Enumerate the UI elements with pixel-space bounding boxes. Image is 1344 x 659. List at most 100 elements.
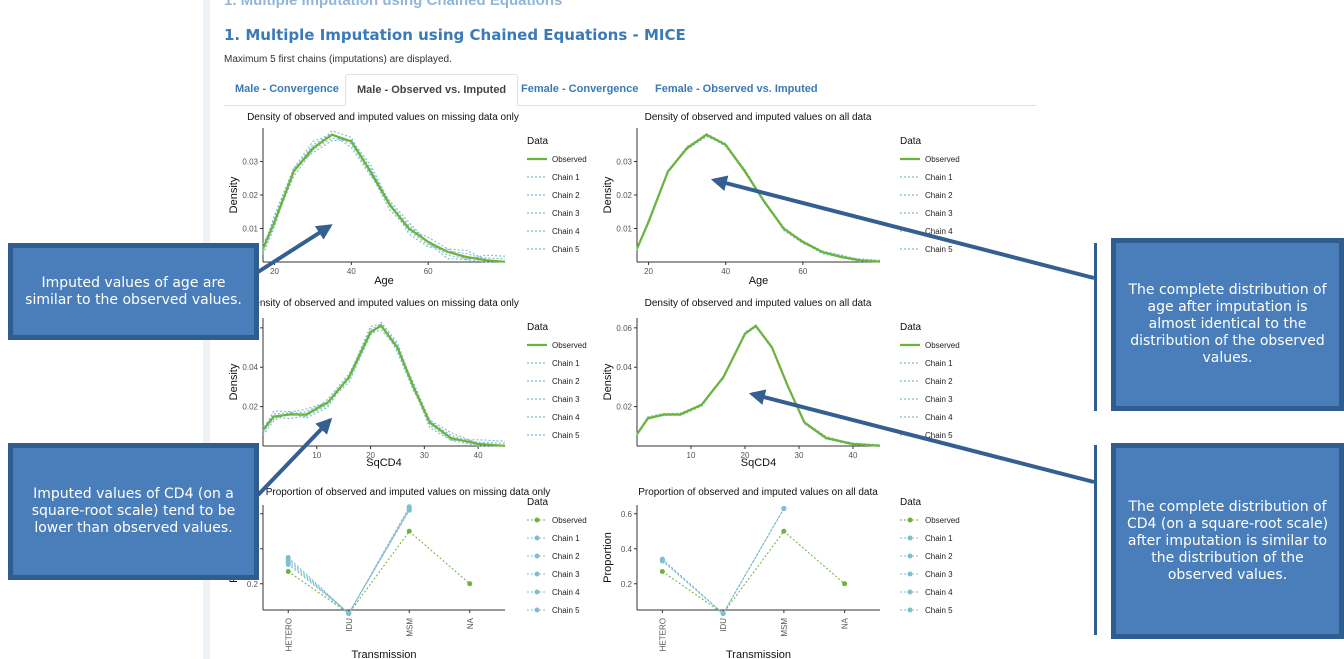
chart-4-title: Density of observed and imputed values o… — [645, 298, 872, 309]
chart-4-legend-label-0: Observed — [925, 341, 960, 350]
chart-3-legend-label-2: Chain 2 — [552, 377, 580, 386]
chart-5-xtick-label-1: IDU — [345, 618, 354, 632]
chart-6-series-0-point-2 — [781, 528, 787, 534]
chart-3-chain-4-line — [262, 323, 506, 447]
chart-5-legend-label-2: Chain 2 — [552, 552, 580, 561]
callout-arrow-1 — [256, 224, 333, 274]
chart-6-series-4-line — [662, 508, 785, 615]
chart-6-ytick-label-2: 0.6 — [621, 510, 633, 519]
chart-4-xtick-label-3: 40 — [849, 451, 858, 460]
chart-3-ylabel: Density — [228, 363, 240, 400]
chart-1-chain-2-line — [262, 133, 506, 261]
chart-6-series-0-point-3 — [842, 581, 848, 587]
chart-1-ylabel: Density — [228, 176, 240, 213]
callout-age-imputed-text: Imputed values of age are similar to the… — [25, 274, 242, 308]
chart-6-xlabel: Transmission — [726, 649, 791, 659]
chart-6-legend-label-3: Chain 3 — [925, 570, 953, 579]
chart-5-ytick-label-0: 0.2 — [247, 580, 259, 589]
chart-5-title: Proportion of observed and imputed value… — [266, 487, 551, 498]
chart-4-observed-line — [636, 324, 881, 447]
chart-4-legend-title: Data — [900, 322, 922, 333]
chart-6-legend-dot-0 — [907, 517, 913, 523]
chart-5-legend-label-4: Chain 4 — [552, 588, 580, 597]
chart-4-ytick-label-0: 0.02 — [616, 403, 632, 412]
chart-1-legend-label-4: Chain 4 — [552, 227, 580, 236]
tab-male-observed-vs-imputed[interactable]: Male - Observed vs. Imputed — [345, 74, 519, 106]
chart-2-ytick-label-0: 0.01 — [616, 225, 632, 234]
chart-1-chain-1-line — [262, 139, 506, 263]
chart-3-legend-label-4: Chain 4 — [552, 413, 580, 422]
chart-3-ytick-label-1: 0.04 — [242, 363, 258, 372]
callout-arrow-2 — [256, 417, 333, 497]
chart-6-xtick-label-2: MSM — [780, 618, 789, 637]
cut-header: 1. Multiple Imputation using Chained Equ… — [224, 0, 563, 9]
chart-6-series-3-line — [662, 508, 785, 615]
tab-male-convergence[interactable]: Male - Convergence — [235, 83, 339, 95]
chart-2-chain-4-line — [636, 135, 881, 263]
chart-3-legend-label-3: Chain 3 — [552, 395, 580, 404]
chart-3-ytick-label-0: 0.02 — [242, 403, 258, 412]
chart-5-legend-label-0: Observed — [552, 516, 587, 525]
chart-6-series-0-line — [662, 530, 845, 615]
chart-5-series-3-line — [287, 506, 410, 615]
chart-6-series-2-line — [662, 508, 785, 615]
chart-4-legend-label-2: Chain 2 — [925, 377, 953, 386]
chart-6-series-0-point-0 — [659, 569, 665, 574]
chart-4-chain-4-line — [636, 324, 881, 447]
chart-2-legend-label-4: Chain 4 — [925, 227, 953, 236]
callout-age-complete-text: The complete distribution of age after i… — [1128, 282, 1327, 366]
chart-5-series-5-point-1 — [346, 611, 352, 616]
tab-female-observed-vs-imputed[interactable]: Female - Observed vs. Imputed — [655, 83, 818, 95]
chart-6-xtick-label-0: HETERO — [658, 618, 667, 651]
chart-6-legend-dot-2 — [907, 553, 913, 559]
chart-5-series-4-line — [287, 510, 410, 615]
chart-2-legend-label-2: Chain 2 — [925, 191, 953, 200]
chart-6-legend-dot-5 — [907, 607, 913, 613]
chart-6-series-5-point-1 — [720, 611, 726, 616]
chart-2-legend-label-0: Observed — [925, 155, 960, 164]
chart-6-legend-dot-4 — [907, 589, 913, 595]
callout-cd4-imputed-text: Imputed values of CD4 (on a square-root … — [31, 486, 236, 536]
chart-3-legend-title: Data — [527, 322, 549, 333]
chart-6-ytick-label-1: 0.4 — [621, 545, 633, 554]
chart-6-legend-dot-1 — [907, 535, 913, 541]
chart-5-legend-title: Data — [527, 497, 549, 508]
chart-4-ytick-label-1: 0.04 — [616, 363, 632, 372]
chart-4-chain-5-line — [636, 324, 881, 446]
chart-5-legend-dot-1 — [534, 535, 540, 541]
chart-6-legend-dot-3 — [907, 571, 913, 577]
chart-3-xlabel: SqCD4 — [366, 457, 401, 469]
chart-2-ytick-label-2: 0.03 — [616, 158, 632, 167]
chart-4-ylabel: Density — [602, 363, 614, 400]
chart-6-legend-label-5: Chain 5 — [925, 606, 953, 615]
chart-1-legend-label-3: Chain 3 — [552, 209, 580, 218]
chart-3-chain-2-line — [262, 321, 506, 442]
chart-4-legend-label-5: Chain 5 — [925, 431, 953, 440]
chart-2-ytick-label-1: 0.02 — [616, 191, 632, 200]
subtitle: Maximum 5 first chains (imputations) are… — [224, 54, 452, 65]
chart-5-legend-dot-2 — [534, 553, 540, 559]
chart-1-ytick-label-1: 0.02 — [242, 191, 258, 200]
chart-1-xtick-label-0: 20 — [270, 267, 279, 276]
chart-4-xtick-label-1: 20 — [741, 451, 750, 460]
tab-female-convergence[interactable]: Female - Convergence — [521, 83, 639, 95]
chart-2-chain-2-line — [636, 133, 881, 261]
chart-5-series-5-line — [287, 508, 410, 615]
chart-1-observed-line — [261, 133, 506, 263]
chart-4-chain-1-line — [636, 324, 881, 447]
callout-age-complete: The complete distribution of age after i… — [1111, 238, 1344, 411]
chart-3-chain-3-line — [262, 329, 506, 447]
chart-2-chain-3-line — [636, 132, 880, 263]
chart-5-series-5-point-0 — [285, 560, 291, 566]
chart-3-chain-1-line — [262, 323, 506, 447]
chart-1-legend-label-1: Chain 1 — [552, 173, 580, 182]
chart-3-xtick-label-0: 10 — [312, 451, 321, 460]
chart-5-series-0-point-2 — [406, 528, 412, 534]
callout-arrow-3 — [710, 175, 1095, 280]
chart-2-legend-title: Data — [900, 136, 922, 147]
chart-1-chain-3-line — [262, 130, 506, 263]
chart-1-xtick-label-2: 60 — [424, 267, 433, 276]
chart-2-chain-1-line — [636, 135, 881, 263]
callout-age-complete-bracket — [1094, 243, 1097, 411]
